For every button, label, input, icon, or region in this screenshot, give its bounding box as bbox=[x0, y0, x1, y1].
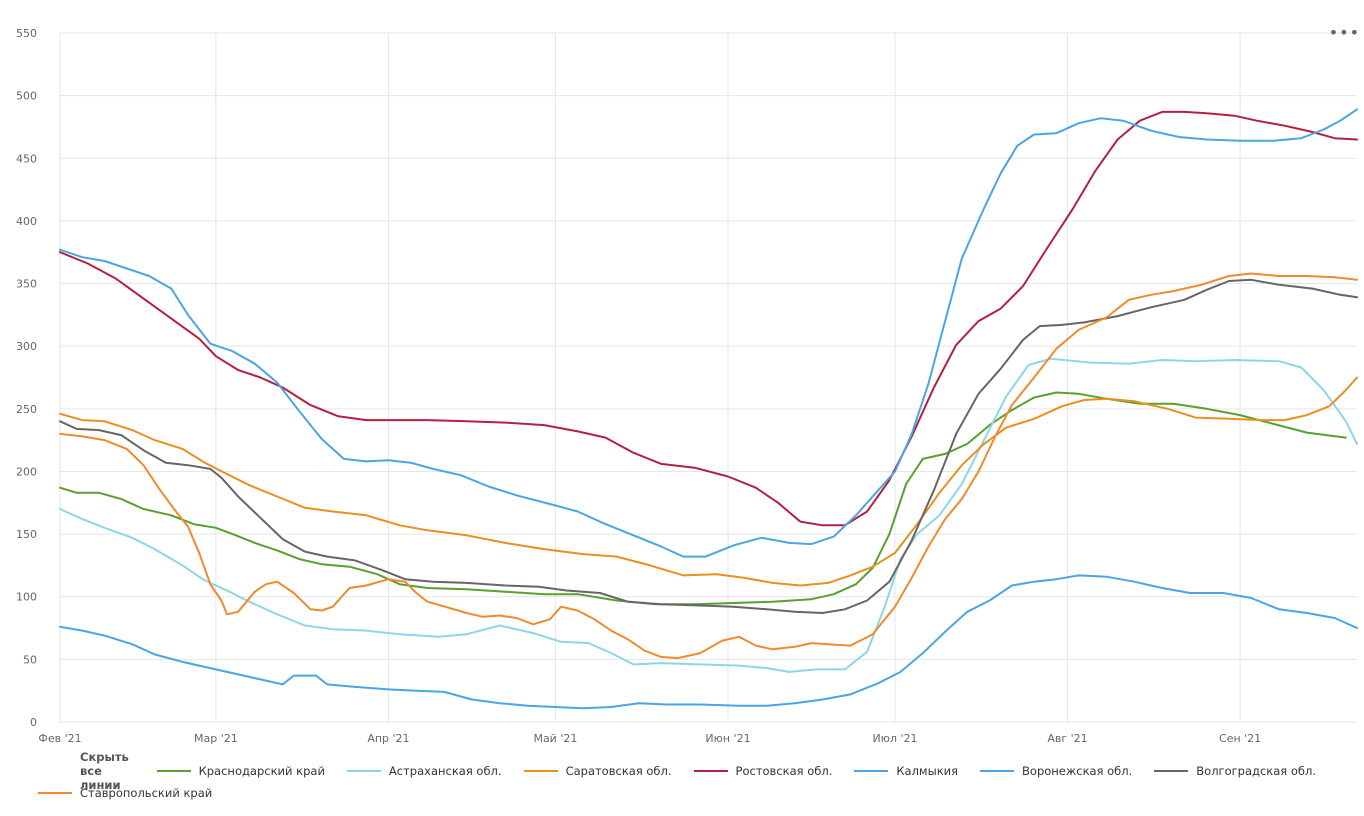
legend-swatch bbox=[854, 770, 889, 772]
legend-label: Краснодарский край bbox=[198, 764, 325, 778]
series-line[interactable] bbox=[59, 108, 1358, 558]
chart-menu-icon[interactable]: ••• bbox=[1328, 23, 1360, 42]
legend-swatch bbox=[346, 770, 381, 772]
legend-label: Ставропольский край bbox=[80, 786, 213, 800]
legend-label: Саратовская обл. bbox=[565, 764, 672, 778]
y-tick-label: 350 bbox=[16, 278, 37, 291]
legend-label: Волгоградская обл. bbox=[1196, 764, 1316, 778]
y-tick-label: 150 bbox=[16, 528, 37, 541]
hide-all-lines-button[interactable]: Скрыть все линии bbox=[80, 750, 129, 792]
legend-row: Скрыть все линии Краснодарский край Астра… bbox=[38, 750, 1338, 792]
x-tick-label: Май '21 bbox=[533, 732, 577, 745]
series-line[interactable] bbox=[59, 574, 1358, 710]
x-tick-label: Сен '21 bbox=[1219, 732, 1261, 745]
y-tick-label: 500 bbox=[16, 90, 37, 103]
x-tick-label: Июн '21 bbox=[705, 732, 750, 745]
legend-row: Ставропольский край bbox=[38, 782, 1338, 804]
legend-item[interactable]: Калмыкия bbox=[854, 764, 958, 778]
series-line[interactable] bbox=[59, 278, 1358, 614]
x-tick-label: Фев '21 bbox=[38, 732, 81, 745]
line-chart: 0 50 100 150 200 250 300 350 400 450 500 550 Фев '21… bbox=[16, 27, 1358, 745]
legend-item[interactable]: Волгоградская обл. bbox=[1154, 764, 1316, 778]
legend-item[interactable]: Ставропольский край bbox=[38, 786, 212, 800]
legend-label: Воронежская обл. bbox=[1022, 764, 1133, 778]
x-tick-label: Июл '21 bbox=[872, 732, 917, 745]
legend-swatch bbox=[980, 770, 1015, 772]
series-line[interactable] bbox=[59, 391, 1347, 606]
series-line[interactable] bbox=[59, 110, 1358, 527]
legend-swatch bbox=[38, 792, 72, 794]
y-tick-label: 400 bbox=[16, 215, 37, 228]
y-tick-label: 300 bbox=[16, 340, 37, 353]
legend-swatch bbox=[156, 770, 191, 772]
axis-layer: 0 50 100 150 200 250 300 350 400 450 500 550 Фев '21… bbox=[16, 27, 1261, 745]
y-tick-label: 250 bbox=[16, 403, 37, 416]
series-line[interactable] bbox=[59, 272, 1358, 660]
y-tick-label: 200 bbox=[16, 465, 37, 478]
x-tick-label: Авг '21 bbox=[1047, 732, 1087, 745]
y-tick-label: 450 bbox=[16, 152, 37, 165]
legend-swatch bbox=[693, 770, 728, 772]
legend-item[interactable]: Саратовская обл. bbox=[523, 764, 672, 778]
x-tick-label: Апр '21 bbox=[367, 732, 409, 745]
series-line[interactable] bbox=[59, 376, 1358, 587]
legend-item[interactable]: Воронежская обл. bbox=[980, 764, 1132, 778]
grid-layer bbox=[59, 32, 1357, 723]
y-tick-label: 0 bbox=[30, 716, 37, 729]
legend-label: Калмыкия bbox=[896, 764, 959, 778]
series-line[interactable] bbox=[59, 357, 1358, 673]
y-tick-label: 50 bbox=[23, 653, 37, 666]
legend-item[interactable]: Ростовская обл. bbox=[693, 764, 833, 778]
legend-label: Ростовская обл. bbox=[735, 764, 833, 778]
legend: Скрыть все линии Краснодарский край Астра… bbox=[38, 750, 1338, 804]
legend-item[interactable]: Астраханская обл. bbox=[346, 764, 502, 778]
legend-label: Астраханская обл. bbox=[388, 764, 502, 778]
legend-item[interactable]: Краснодарский край bbox=[156, 764, 325, 778]
legend-swatch bbox=[523, 770, 558, 772]
series-layer bbox=[59, 108, 1358, 710]
y-tick-label: 100 bbox=[16, 591, 37, 604]
legend-swatch bbox=[1154, 770, 1189, 772]
y-tick-label: 550 bbox=[16, 27, 37, 40]
x-tick-label: Мар '21 bbox=[194, 732, 238, 745]
